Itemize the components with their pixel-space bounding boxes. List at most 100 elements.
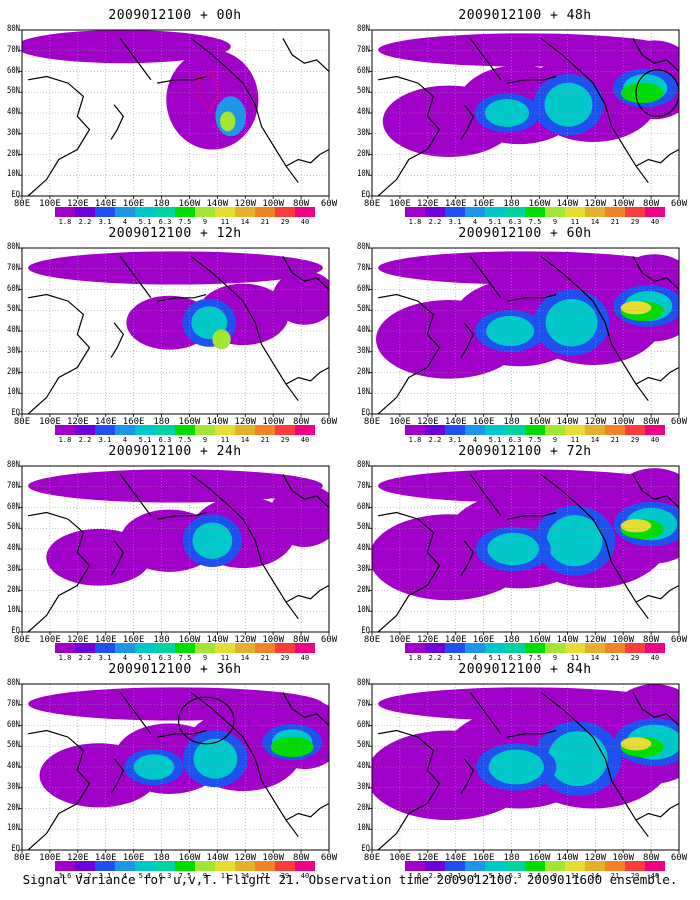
lon-tick-label: 120E [416, 199, 439, 209]
colorbar-swatch [645, 425, 665, 435]
colorbar-label: 1.8 [58, 218, 72, 226]
colorbar-swatch [605, 861, 625, 871]
lat-tick-label: 20N [6, 802, 20, 813]
lon-tick-label: 140W [556, 199, 579, 209]
lat-tick-label: 10N [356, 169, 370, 180]
lon-tick-label: 100E [389, 417, 411, 427]
colorbar-swatch [585, 207, 605, 217]
colorbar-swatch [425, 861, 445, 871]
coastline [282, 474, 329, 508]
lat-tick-label: 40N [356, 543, 370, 553]
colorbar-label: 3.1 [448, 218, 462, 226]
colorbar-label: 40 [650, 436, 660, 444]
lon-tick-label: 100E [389, 199, 411, 209]
variance-shading [28, 687, 323, 721]
lon-tick-label: 100W [612, 853, 635, 863]
colorbar-swatch [505, 207, 525, 217]
lat-tick-label: 20N [6, 148, 20, 159]
colorbar-label: 6.3 [508, 436, 522, 444]
colorbar-swatch [645, 861, 665, 871]
colorbar-label: 7.5 [178, 872, 192, 880]
colorbar-label: 21 [260, 218, 270, 226]
colorbar-swatch [75, 425, 95, 435]
map-panel: 2009012100 + 60h 80N 70N 60N 50N 40N 30N 20N 10N… [350, 218, 700, 444]
lat-tick-label: 70N [6, 698, 20, 709]
colorbar-label: 1.8 [408, 436, 422, 444]
variance-shading [220, 111, 236, 132]
coastline [632, 474, 679, 508]
colorbar-swatch [565, 643, 585, 653]
colorbar-label: 40 [300, 436, 310, 444]
lon-tick-label: 140W [206, 635, 229, 645]
colorbar-label: 4 [472, 654, 478, 662]
colorbar-label: 7.5 [528, 654, 542, 662]
coastline [540, 255, 649, 402]
lon-tick-label: 80W [292, 635, 310, 645]
colorbar-swatch [585, 861, 605, 871]
coastline [377, 511, 441, 632]
colorbar-swatch [465, 643, 485, 653]
colorbar-label: 6.3 [508, 218, 522, 226]
colorbar-swatch [75, 207, 95, 217]
colorbar-label: 11 [570, 218, 580, 226]
colorbar-label: 14 [590, 218, 600, 226]
lon-tick-label: 100E [39, 417, 61, 427]
lon-tick-label: 160W [528, 635, 551, 645]
map-plot [369, 29, 680, 217]
colorbar-label: 14 [590, 872, 600, 880]
lat-tick-label: 10N [6, 823, 20, 834]
colorbar-swatch [215, 207, 235, 217]
lon-tick-label: 80E [363, 853, 381, 863]
lat-tick-label: 70N [356, 44, 370, 55]
lon-tick-label: 140W [556, 417, 579, 427]
lon-tick-label: 140E [444, 853, 467, 863]
colorbar-label: 21 [260, 436, 270, 444]
colorbar-label: 5.1 [488, 218, 502, 226]
lon-tick-label: 120W [234, 417, 257, 427]
lat-tick-label: 80N [6, 242, 20, 252]
colorbar-label: 3.1 [98, 872, 112, 880]
colorbar-label: 14 [590, 436, 600, 444]
colorbar-label: 3.1 [98, 436, 112, 444]
lon-tick-label: 120E [416, 635, 439, 645]
colorbar-label: 9 [202, 436, 208, 444]
lat-tick-label: EQ [11, 844, 20, 854]
lon-tick-label: 180 [503, 199, 520, 209]
lat-tick-label: EQ [11, 190, 20, 200]
lon-tick-label: 180 [153, 853, 170, 863]
coastline [27, 729, 91, 850]
lon-tick-label: 80E [13, 417, 31, 427]
lon-tick-label: 140W [556, 635, 579, 645]
variance-shading [378, 687, 673, 721]
colorbar-swatch [545, 207, 565, 217]
lon-tick-label: 120E [416, 853, 439, 863]
map-panel: 2009012100 + 72h 80N 70N 60N 50N 40N 30N 20N 10N… [350, 436, 700, 662]
colorbar-swatch [605, 425, 625, 435]
colorbar-swatch [645, 207, 665, 217]
lat-tick-label: 60N [356, 719, 370, 730]
colorbar-swatch [585, 425, 605, 435]
lat-tick-label: 50N [356, 86, 370, 97]
coastline [632, 256, 679, 290]
lat-tick-label: 60N [356, 65, 370, 76]
colorbar-swatch [405, 861, 425, 871]
variance-shading [166, 49, 259, 150]
lon-tick-label: 100E [39, 635, 61, 645]
colorbar-label: 2.2 [78, 218, 92, 226]
colorbar-label: 21 [610, 218, 620, 226]
colorbar-label: 4 [472, 218, 478, 226]
coastline [377, 729, 441, 850]
variance-shading [192, 522, 233, 559]
coastline [190, 37, 299, 184]
colorbar-swatch [55, 643, 75, 653]
colorbar-label: 1.6 [58, 872, 72, 880]
lon-tick-label: 80W [292, 853, 310, 863]
colorbar-label: 9 [552, 654, 558, 662]
lon-tick-label: 160W [528, 199, 551, 209]
lat-tick-label: 40N [6, 761, 20, 771]
colorbar-label: 5.1 [488, 436, 502, 444]
lon-tick-label: 80W [642, 417, 660, 427]
colorbar-label: 3.1 [448, 654, 462, 662]
lon-tick-label: 120W [584, 417, 607, 427]
lon-tick-label: 180 [153, 635, 170, 645]
